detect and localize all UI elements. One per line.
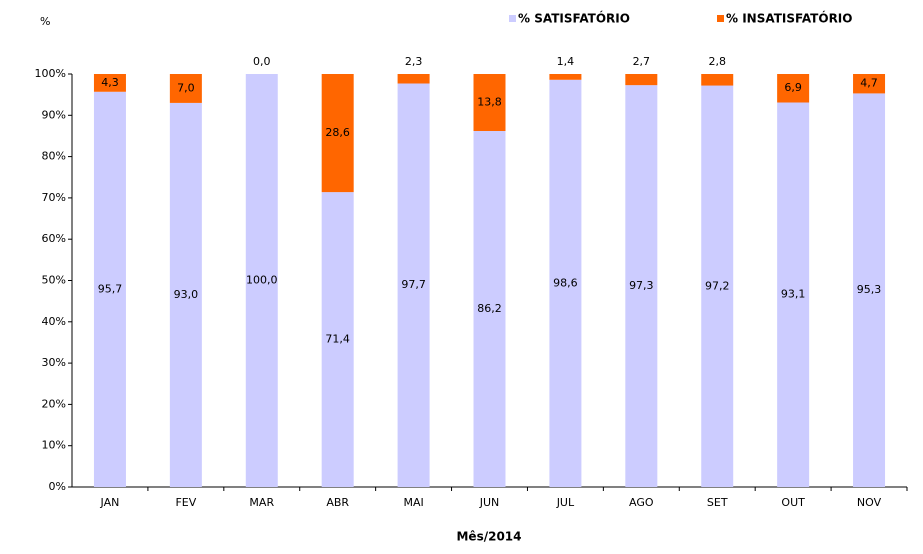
x-axis-label: Mês/2014 — [456, 530, 521, 544]
legend-label: % INSATISFATÓRIO — [726, 11, 852, 26]
data-label: 97,3 — [629, 279, 654, 292]
data-label: 6,9 — [784, 81, 802, 94]
x-tick-label: JUN — [479, 496, 500, 509]
bar-segment — [321, 192, 354, 488]
y-tick-label: 20% — [42, 397, 66, 410]
bar-segment — [397, 83, 430, 488]
x-tick-label: FEV — [175, 496, 196, 509]
data-label: 4,7 — [860, 77, 878, 90]
y-tick-label: 70% — [42, 191, 66, 204]
bar-segment — [701, 85, 734, 488]
data-label: 2,8 — [708, 55, 726, 68]
data-label: 2,3 — [405, 55, 423, 68]
bar-segment — [169, 74, 202, 103]
bar-segment — [777, 102, 810, 487]
data-label: 7,0 — [177, 81, 195, 94]
legend-swatch — [509, 15, 516, 22]
x-tick-label: ABR — [326, 496, 349, 509]
bar-segment — [777, 74, 810, 103]
legend-swatch — [717, 15, 724, 22]
data-label: 28,6 — [325, 126, 350, 139]
y-tick-label: 50% — [42, 274, 66, 287]
y-axis-label: % — [40, 15, 50, 28]
x-tick-label: JUL — [556, 496, 575, 509]
x-tick-label: AGO — [629, 496, 654, 509]
y-tick-label: 60% — [42, 232, 66, 245]
data-label: 100,0 — [246, 274, 278, 287]
x-tick-label: JAN — [100, 496, 120, 509]
y-tick-label: 90% — [42, 108, 66, 121]
data-label: 0,0 — [253, 55, 271, 68]
y-tick-label: 30% — [42, 356, 66, 369]
bar-segment — [93, 91, 126, 487]
data-label: 2,7 — [633, 55, 651, 68]
data-label: 13,8 — [477, 95, 502, 108]
data-label: 1,4 — [557, 55, 575, 68]
data-label: 93,0 — [174, 288, 199, 301]
x-tick-label: MAR — [249, 496, 274, 509]
y-tick-label: 10% — [42, 439, 66, 452]
bar-segment — [549, 79, 582, 488]
bar-segment — [397, 74, 430, 84]
bar-segment — [245, 74, 278, 487]
y-tick-label: 0% — [49, 480, 66, 493]
y-tick-label: 100% — [35, 67, 66, 80]
data-label: 95,7 — [98, 282, 123, 295]
bar-segment — [169, 102, 202, 487]
bar-segment — [473, 130, 506, 487]
data-label: 95,3 — [857, 283, 882, 296]
bar-segment — [853, 93, 886, 487]
bar-segment — [625, 74, 658, 86]
y-tick-label: 80% — [42, 150, 66, 163]
data-label: 97,2 — [705, 279, 730, 292]
bar-segment — [549, 74, 582, 80]
legend-label: % SATISFATÓRIO — [518, 11, 630, 26]
x-tick-label: OUT — [781, 496, 805, 509]
bar-segment — [93, 74, 126, 92]
data-label: 98,6 — [553, 276, 578, 289]
x-tick-label: SET — [707, 496, 728, 509]
data-label: 97,7 — [401, 278, 426, 291]
bar-segment — [625, 85, 658, 487]
y-tick-label: 40% — [42, 315, 66, 328]
data-label: 86,2 — [477, 302, 502, 315]
x-tick-label: MAI — [403, 496, 423, 509]
x-tick-label: NOV — [857, 496, 882, 509]
data-label: 93,1 — [781, 288, 806, 301]
bar-segment — [473, 74, 506, 131]
bar-segment — [853, 74, 886, 94]
data-label: 4,3 — [101, 76, 119, 89]
data-label: 71,4 — [325, 333, 350, 346]
bar-segment — [701, 74, 734, 86]
bar-segment — [321, 74, 354, 193]
